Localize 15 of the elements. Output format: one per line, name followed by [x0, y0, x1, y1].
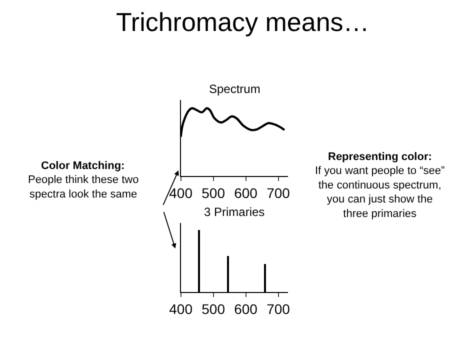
chart-subtitle: Spectrum: [209, 82, 260, 96]
x-tick-label: 500: [202, 184, 226, 201]
text: If you want people to “see” the continuous spectrum, you can just show the three primaries: [315, 165, 445, 220]
x-tick-label: 500: [202, 300, 226, 317]
text: Color Matching:: [41, 160, 125, 172]
x-tick-label: 400: [169, 300, 193, 317]
x-tick-label: 400: [169, 184, 193, 201]
x-tick-label: 600: [234, 300, 258, 317]
x-tick-label: 600: [234, 184, 258, 201]
chart-title: Trichromacy means…: [116, 7, 370, 37]
x-tick-label: 700: [266, 184, 290, 201]
x-tick-label: 700: [266, 300, 290, 317]
chart-subtitle: 3 Primaries: [204, 205, 265, 219]
text: People think these two spectra look the same: [28, 174, 139, 200]
text: Representing color:: [328, 151, 432, 163]
